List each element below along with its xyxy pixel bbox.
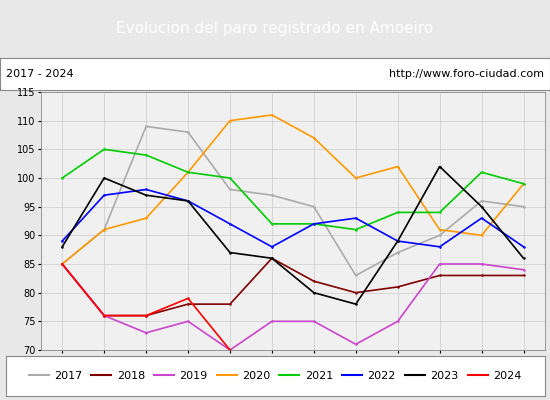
- 2020: [353, 176, 359, 180]
- Line: 2020: 2020: [61, 114, 525, 265]
- 2023: [478, 204, 485, 209]
- 2018: [394, 284, 401, 289]
- 2021: [101, 147, 107, 152]
- Text: Evolucion del paro registrado en Amoeiro: Evolucion del paro registrado en Amoeiro: [117, 22, 433, 36]
- 2018: [478, 273, 485, 278]
- 2019: [227, 348, 233, 352]
- 2023: [227, 250, 233, 255]
- 2019: [268, 319, 275, 324]
- 2022: [478, 216, 485, 220]
- 2022: [227, 222, 233, 226]
- Line: 2021: 2021: [61, 148, 525, 231]
- 2018: [268, 256, 275, 261]
- 2023: [394, 239, 401, 244]
- Text: 2017 - 2024: 2017 - 2024: [6, 69, 73, 79]
- 2017: [520, 204, 527, 209]
- 2017: [268, 193, 275, 198]
- 2021: [227, 176, 233, 180]
- 2020: [59, 262, 65, 266]
- 2020: [311, 136, 317, 140]
- 2017: [59, 262, 65, 266]
- 2018: [143, 313, 150, 318]
- 2021: [185, 170, 191, 175]
- 2017: [227, 187, 233, 192]
- 2021: [478, 170, 485, 175]
- 2023: [520, 256, 527, 261]
- 2017: [478, 198, 485, 203]
- 2022: [185, 198, 191, 203]
- 2022: [394, 239, 401, 244]
- 2022: [59, 239, 65, 244]
- 2018: [227, 302, 233, 306]
- 2022: [520, 244, 527, 249]
- 2022: [143, 187, 150, 192]
- Legend: 2017, 2018, 2019, 2020, 2021, 2022, 2023, 2024: 2017, 2018, 2019, 2020, 2021, 2022, 2023…: [25, 368, 525, 384]
- 2022: [268, 244, 275, 249]
- 2021: [394, 210, 401, 215]
- 2023: [143, 193, 150, 198]
- 2018: [185, 302, 191, 306]
- 2021: [59, 176, 65, 180]
- Line: 2022: 2022: [61, 188, 525, 248]
- 2023: [59, 244, 65, 249]
- Line: 2018: 2018: [61, 257, 525, 317]
- 2021: [520, 181, 527, 186]
- 2023: [311, 290, 317, 295]
- 2020: [394, 164, 401, 169]
- 2017: [185, 130, 191, 134]
- 2019: [353, 342, 359, 347]
- 2018: [311, 279, 317, 284]
- 2023: [268, 256, 275, 261]
- 2019: [311, 319, 317, 324]
- 2023: [436, 164, 443, 169]
- 2017: [436, 233, 443, 238]
- 2019: [101, 313, 107, 318]
- 2022: [311, 222, 317, 226]
- 2021: [143, 153, 150, 158]
- 2021: [268, 222, 275, 226]
- 2018: [436, 273, 443, 278]
- 2019: [143, 330, 150, 335]
- 2022: [353, 216, 359, 220]
- 2020: [520, 181, 527, 186]
- 2020: [185, 170, 191, 175]
- 2019: [185, 319, 191, 324]
- 2019: [436, 262, 443, 266]
- 2021: [353, 227, 359, 232]
- 2019: [59, 262, 65, 266]
- 2023: [353, 302, 359, 306]
- Line: 2023: 2023: [61, 165, 525, 305]
- 2019: [394, 319, 401, 324]
- Line: 2017: 2017: [61, 125, 525, 277]
- 2019: [520, 267, 527, 272]
- 2017: [353, 273, 359, 278]
- 2018: [520, 273, 527, 278]
- 2021: [436, 210, 443, 215]
- 2019: [478, 262, 485, 266]
- 2022: [101, 193, 107, 198]
- Text: http://www.foro-ciudad.com: http://www.foro-ciudad.com: [389, 69, 544, 79]
- 2022: [436, 244, 443, 249]
- 2018: [101, 313, 107, 318]
- 2017: [143, 124, 150, 129]
- 2020: [268, 112, 275, 117]
- 2018: [353, 290, 359, 295]
- 2020: [478, 233, 485, 238]
- 2020: [101, 227, 107, 232]
- 2020: [436, 227, 443, 232]
- 2017: [311, 204, 317, 209]
- 2023: [101, 176, 107, 180]
- 2021: [311, 222, 317, 226]
- 2020: [143, 216, 150, 220]
- 2017: [394, 250, 401, 255]
- 2023: [185, 198, 191, 203]
- 2020: [227, 118, 233, 123]
- Line: 2019: 2019: [61, 263, 525, 351]
- 2017: [101, 227, 107, 232]
- 2018: [59, 262, 65, 266]
